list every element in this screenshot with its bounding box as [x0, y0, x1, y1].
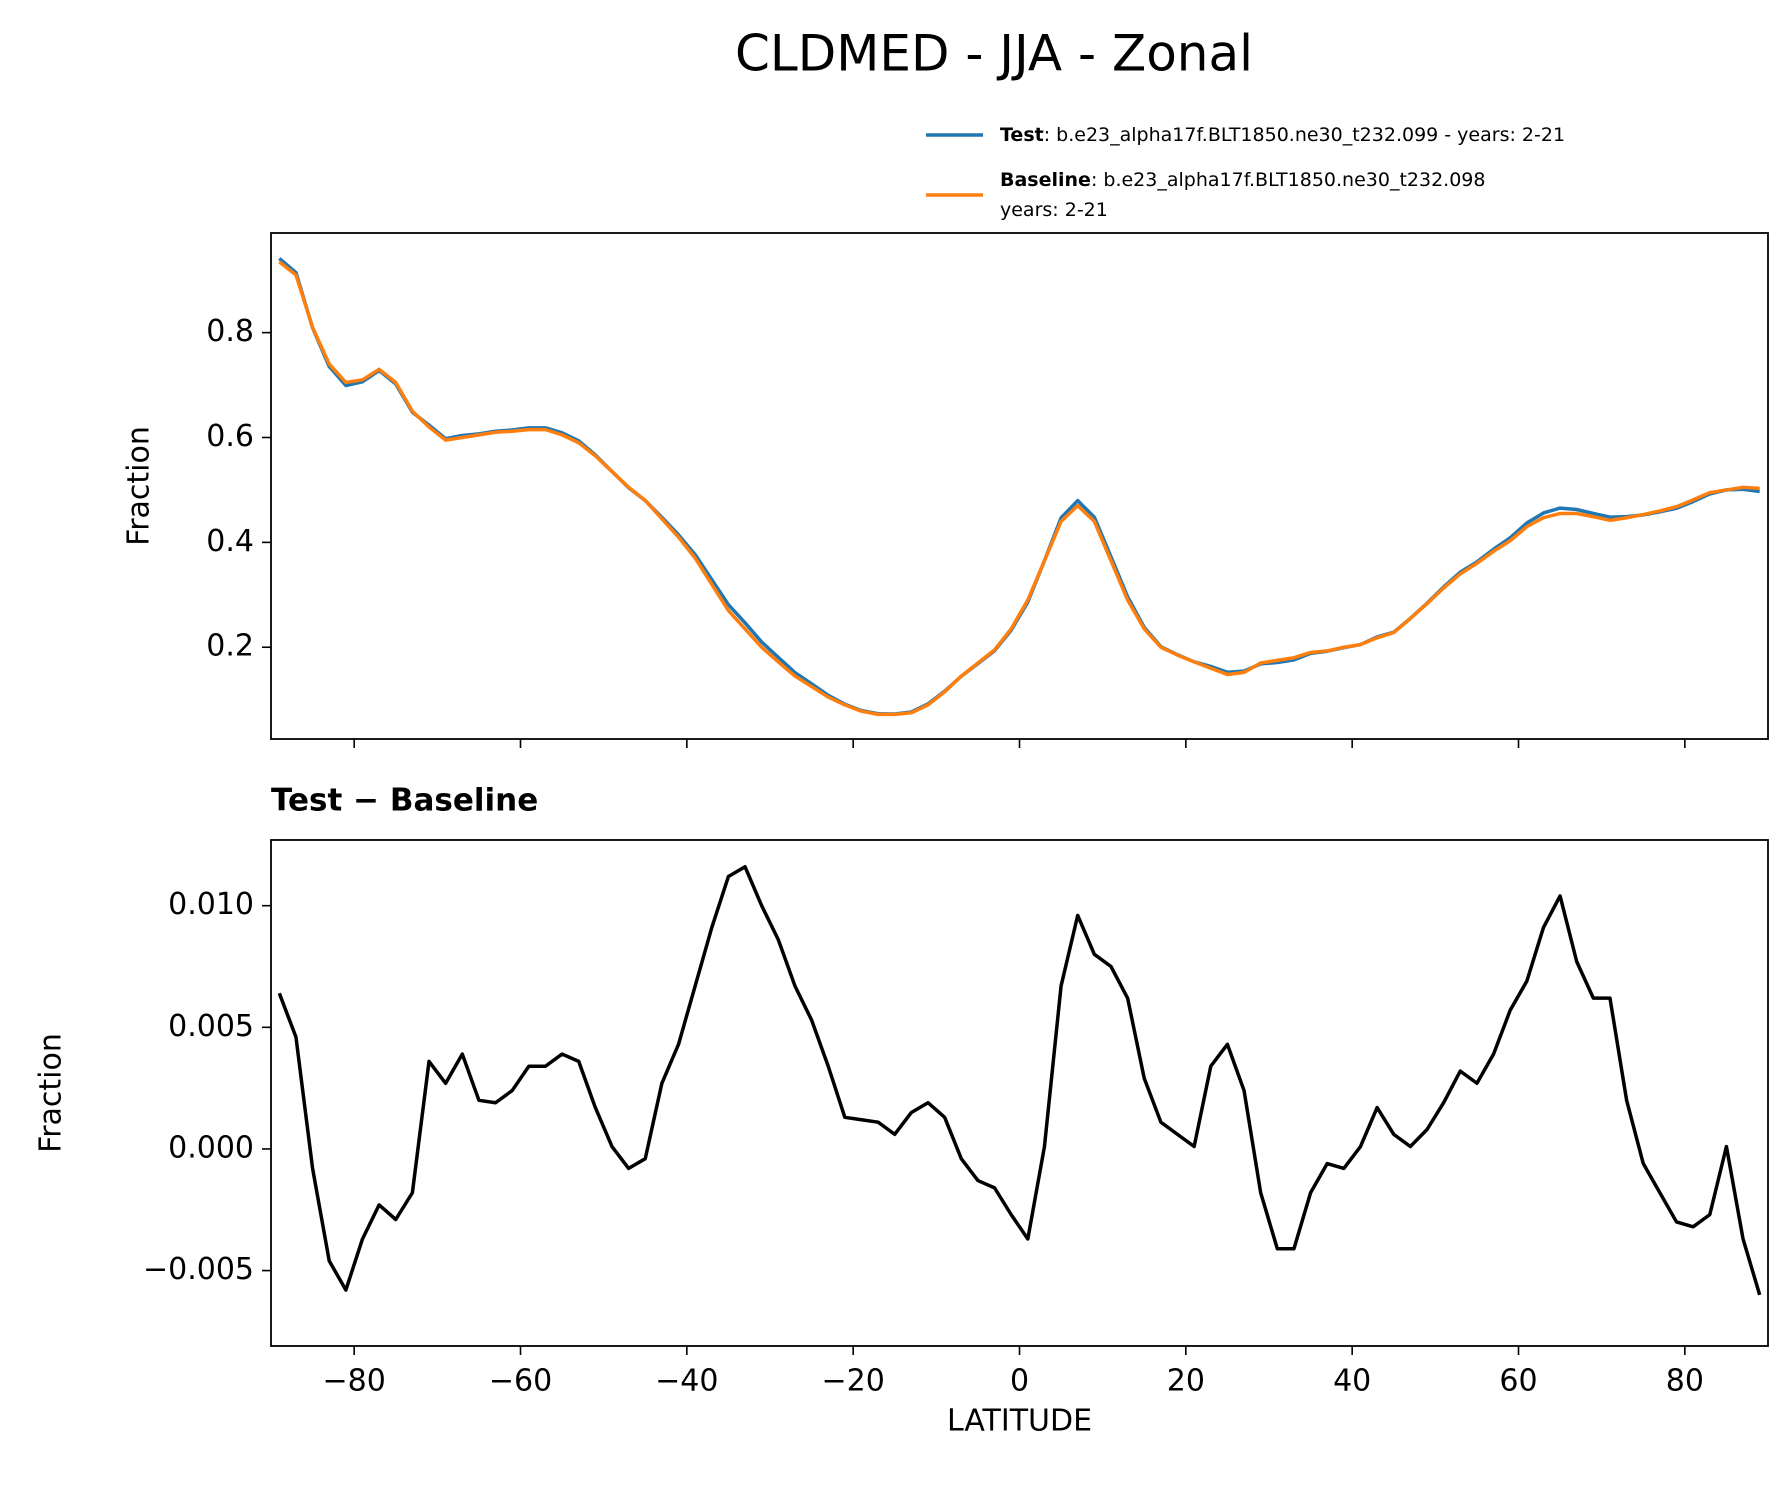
- y-tick-label: 0.005: [168, 1009, 254, 1044]
- y-tick-label: 0.6: [206, 419, 254, 454]
- legend-label: Test: b.e23_alpha17f.BLT1850.ne30_t232.0…: [1000, 124, 1565, 146]
- x-tick-label: −40: [655, 1364, 718, 1399]
- x-tick-label: −60: [489, 1364, 552, 1399]
- data-line: [278, 257, 1760, 716]
- data-line: [277, 865, 1762, 1296]
- x-tick-label: 40: [1333, 1364, 1371, 1399]
- legend-label: Baseline: b.e23_alpha17f.BLT1850.ne30_t2…: [1000, 169, 1485, 191]
- x-axis-label: LATITUDE: [947, 1404, 1092, 1439]
- legend-case: years: 2-21: [1000, 199, 1108, 221]
- y-tick-label: 0.8: [206, 314, 254, 349]
- y-axis-label: Fraction: [122, 426, 157, 546]
- y-tick-label: 0.2: [206, 629, 254, 664]
- x-tick-label: 20: [1167, 1364, 1205, 1399]
- legend-name: Test: [1000, 124, 1044, 146]
- y-tick-label: −0.005: [143, 1252, 254, 1287]
- y-axis-label: Fraction: [34, 1033, 69, 1153]
- y-tick-label: 0.010: [168, 887, 254, 922]
- legend-case: : b.e23_alpha17f.BLT1850.ne30_t232.099 -…: [1044, 124, 1565, 146]
- plot-frame: [270, 232, 1769, 740]
- x-tick-label: 60: [1499, 1364, 1537, 1399]
- data-line: [278, 260, 1760, 717]
- legend-case: : b.e23_alpha17f.BLT1850.ne30_t232.098: [1091, 169, 1486, 191]
- x-tick-label: 0: [1010, 1364, 1029, 1399]
- chart-title: CLDMED - JJA - Zonal: [735, 25, 1253, 83]
- x-tick-label: 80: [1666, 1364, 1704, 1399]
- y-tick-label: 0.000: [168, 1130, 254, 1165]
- panel-title: Test − Baseline: [271, 783, 538, 819]
- plot-frame: [270, 839, 1769, 1347]
- legend-label: years: 2-21: [1000, 199, 1108, 221]
- legend-name: Baseline: [1000, 169, 1091, 191]
- y-tick-label: 0.4: [206, 524, 254, 559]
- x-tick-label: −80: [323, 1364, 386, 1399]
- x-tick-label: −20: [822, 1364, 885, 1399]
